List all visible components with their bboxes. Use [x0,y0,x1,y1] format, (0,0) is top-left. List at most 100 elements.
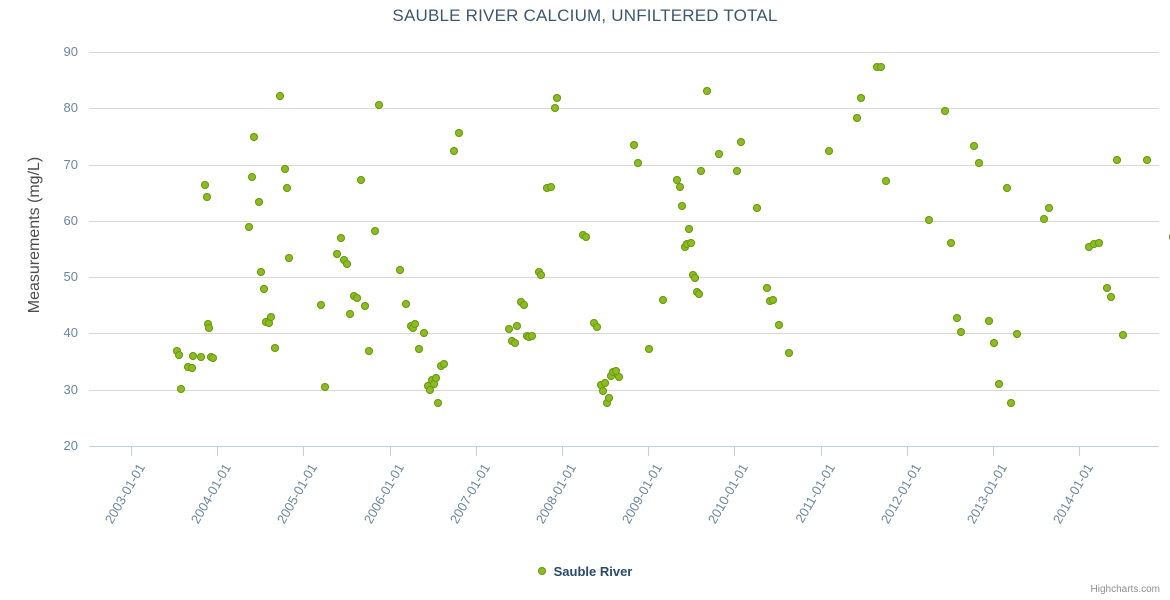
data-point[interactable] [947,239,955,248]
data-point[interactable] [205,324,213,333]
data-point[interactable] [203,193,211,202]
data-point[interactable] [612,367,620,376]
data-point[interactable] [970,141,978,150]
data-point[interactable] [763,284,771,293]
data-point[interactable] [676,182,684,191]
data-point[interactable] [599,386,607,395]
data-point[interactable] [733,166,741,175]
data-point[interactable] [357,175,365,184]
data-point[interactable] [785,349,793,358]
data-point[interactable] [420,328,428,337]
data-point[interactable] [985,317,993,326]
data-point[interactable] [630,141,638,150]
data-point[interactable] [737,138,745,147]
data-point[interactable] [615,373,623,382]
data-point[interactable] [678,202,686,211]
data-point[interactable] [1103,283,1111,292]
data-point[interactable] [276,91,284,100]
data-point[interactable] [659,296,667,305]
data-point[interactable] [209,354,217,363]
data-point[interactable] [346,310,354,319]
data-point[interactable] [925,215,933,224]
data-point[interactable] [957,327,965,336]
data-point[interactable] [1007,398,1015,407]
data-point[interactable] [1113,156,1121,165]
data-point[interactable] [189,351,197,360]
data-point[interactable] [753,204,761,213]
data-point[interactable] [703,87,711,96]
data-point[interactable] [371,226,379,235]
data-point[interactable] [1003,183,1011,192]
data-point[interactable] [857,94,865,103]
data-point[interactable] [248,172,256,181]
data-point[interactable] [450,147,458,156]
data-point[interactable] [1107,292,1115,301]
data-point[interactable] [409,324,417,333]
data-point[interactable] [685,224,693,233]
data-point[interactable] [175,350,183,359]
data-point[interactable] [695,290,703,299]
data-point[interactable] [402,299,410,308]
data-point[interactable] [455,129,463,138]
data-point[interactable] [337,233,345,242]
data-point[interactable] [1090,240,1098,249]
data-point[interactable] [201,181,209,190]
data-point[interactable] [440,359,448,368]
data-point[interactable] [601,378,609,387]
data-point[interactable] [434,398,442,407]
data-point[interactable] [975,159,983,168]
data-point[interactable] [537,270,545,279]
data-point[interactable] [687,238,695,247]
data-point[interactable] [177,384,185,393]
data-point[interactable] [877,63,885,72]
data-point[interactable] [941,107,949,116]
data-point[interactable] [593,322,601,331]
data-point[interactable] [995,380,1003,389]
data-point[interactable] [365,347,373,356]
data-point[interactable] [1085,243,1093,252]
data-point[interactable] [267,313,275,322]
data-point[interactable] [260,284,268,293]
data-point[interactable] [603,399,611,408]
data-point[interactable] [547,183,555,192]
data-point[interactable] [853,113,861,122]
data-point[interactable] [673,176,681,185]
data-point[interactable] [691,273,699,282]
data-point[interactable] [553,94,561,103]
data-point[interactable] [697,166,705,175]
data-point[interactable] [317,300,325,309]
data-point[interactable] [430,379,438,388]
data-point[interactable] [415,344,423,353]
data-point[interactable] [513,322,521,331]
data-point[interactable] [361,301,369,310]
data-point[interactable] [605,393,613,402]
data-point[interactable] [1013,329,1021,338]
data-point[interactable] [426,386,434,395]
data-point[interactable] [250,132,258,141]
data-point[interactable] [255,198,263,207]
data-point[interactable] [825,146,833,155]
data-point[interactable] [511,338,519,347]
data-point[interactable] [353,293,361,302]
data-point[interactable] [769,296,777,305]
data-point[interactable] [257,268,265,277]
data-point[interactable] [375,101,383,110]
data-point[interactable] [283,183,291,192]
data-point[interactable] [411,320,419,329]
data-point[interactable] [882,177,890,186]
data-point[interactable] [520,301,528,310]
data-point[interactable] [715,149,723,158]
data-point[interactable] [432,374,440,383]
data-point[interactable] [953,314,961,323]
data-point[interactable] [1095,238,1103,247]
data-point[interactable] [343,259,351,268]
data-point[interactable] [634,159,642,168]
data-point[interactable] [528,331,536,340]
legend-item-sauble-river[interactable]: Sauble River [537,563,632,579]
data-point[interactable] [775,320,783,329]
credits-link[interactable]: Highcharts.com [1090,584,1160,595]
data-point[interactable] [271,343,279,352]
data-point[interactable] [285,254,293,262]
data-point[interactable] [645,345,653,354]
data-point[interactable] [1045,204,1053,213]
